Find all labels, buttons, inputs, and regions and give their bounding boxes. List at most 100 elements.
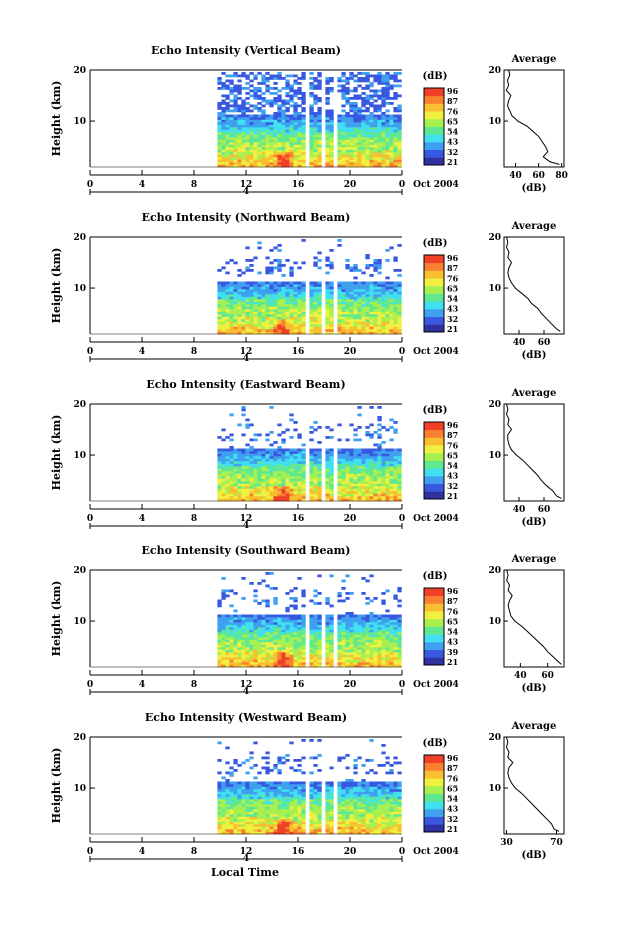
colorbar-tick-label: 76 — [447, 273, 459, 283]
colorbar-band — [424, 286, 444, 294]
panel-0: Echo Intensity (Vertical Beam)2010Height… — [50, 44, 568, 197]
x-tick-label: 8 — [191, 680, 197, 690]
colorbar-tick-label: 87 — [447, 430, 458, 440]
colorbar-band — [424, 422, 444, 430]
x-tick-label: 8 — [191, 847, 197, 857]
average-y-tick-label: 10 — [488, 284, 501, 294]
colorbar-unit: (dB) — [423, 238, 448, 249]
colorbar-tick-label: 54 — [447, 794, 459, 804]
colorbar-unit: (dB) — [423, 405, 448, 416]
colorbar-band — [424, 88, 444, 96]
average-x-tick-label: 40 — [509, 171, 522, 181]
colorbar-band — [424, 657, 444, 665]
average-xlabel: (dB) — [522, 683, 547, 694]
x-tick-label: 16 — [292, 680, 305, 690]
x-tick-label: 20 — [344, 680, 357, 690]
colorbar-band — [424, 484, 444, 492]
colorbar-band — [424, 437, 444, 445]
day-label: 4 — [243, 687, 249, 697]
colorbar-band — [424, 270, 444, 278]
colorbar-tick-label: 65 — [447, 283, 458, 293]
average-line — [507, 570, 562, 664]
colorbar-tick-label: 54 — [447, 461, 459, 471]
day-label: 4 — [243, 187, 249, 197]
average-xlabel: (dB) — [522, 517, 547, 528]
colorbar-band — [424, 301, 444, 309]
colorbar-tick-label: 65 — [447, 116, 458, 126]
average-x-tick-label: 60 — [532, 171, 545, 181]
x-tick-label: 0 — [399, 514, 405, 524]
heatmap-cells — [217, 739, 401, 834]
x-tick-label: 4 — [139, 680, 145, 690]
heatmap-cells — [217, 239, 401, 334]
colorbar-band — [424, 119, 444, 127]
colorbar-tick-label: 54 — [447, 127, 459, 137]
average-title: Average — [511, 221, 557, 232]
colorbar-band — [424, 809, 444, 817]
panel-2: Echo Intensity (Eastward Beam)2010Height… — [50, 378, 564, 531]
date-label: Oct 2004 — [413, 180, 459, 190]
average-xlabel: (dB) — [522, 850, 547, 861]
colorbar-tick-label: 21 — [447, 491, 458, 501]
average-frame — [504, 404, 564, 501]
average-y-tick-label: 10 — [488, 617, 501, 627]
colorbar-band — [424, 134, 444, 142]
colorbar-band — [424, 778, 444, 786]
average-x-tick-label: 40 — [513, 505, 526, 515]
average-x-tick-label: 80 — [555, 171, 568, 181]
x-tick-label: 20 — [344, 514, 357, 524]
panel-title: Echo Intensity (Vertical Beam) — [151, 44, 341, 57]
colorbar-band — [424, 634, 444, 642]
colorbar-band — [424, 461, 444, 469]
x-tick-label: 8 — [191, 180, 197, 190]
y-axis-label: Height (km) — [50, 248, 63, 324]
day-label: 4 — [243, 354, 249, 364]
y-tick-label: 20 — [73, 733, 86, 743]
average-x-tick-label: 60 — [541, 671, 554, 681]
x-tick-label: 0 — [399, 347, 405, 357]
x-tick-label: 0 — [399, 680, 405, 690]
colorbar-unit: (dB) — [423, 71, 448, 82]
colorbar-band — [424, 770, 444, 778]
colorbar-band — [424, 103, 444, 111]
panel-title: Echo Intensity (Southward Beam) — [142, 544, 351, 557]
colorbar-band — [424, 611, 444, 619]
y-axis-label: Height (km) — [50, 581, 63, 657]
colorbar-unit: (dB) — [423, 738, 448, 749]
average-line — [507, 237, 561, 331]
x-tick-label: 4 — [139, 180, 145, 190]
colorbar-tick-label: 43 — [447, 637, 459, 647]
average-xlabel: (dB) — [522, 350, 547, 361]
average-x-tick-label: 40 — [514, 671, 527, 681]
panel-3: Echo Intensity (Southward Beam) 20 10 Heigh… — [50, 544, 564, 697]
colorbar-tick-label: 87 — [447, 763, 458, 773]
colorbar-band — [424, 817, 444, 825]
y-axis-label: Height (km) — [50, 748, 63, 824]
x-tick-label: 20 — [344, 847, 357, 857]
average-frame — [504, 70, 564, 167]
colorbar-band — [424, 491, 444, 499]
colorbar-band — [424, 801, 444, 809]
colorbar-tick-label: 96 — [447, 753, 459, 763]
x-tick-label: 0 — [399, 180, 405, 190]
colorbar-tick-label: 96 — [447, 253, 459, 263]
x-tick-label: 16 — [292, 180, 305, 190]
average-y-tick-label: 10 — [488, 451, 501, 461]
colorbar-tick-label: 43 — [447, 304, 459, 314]
average-y-tick-label: 10 — [488, 784, 501, 794]
colorbar-tick-label: 87 — [447, 596, 458, 606]
x-tick-label: 16 — [292, 847, 305, 857]
colorbar-tick-label: 43 — [447, 137, 459, 147]
colorbar-band — [424, 650, 444, 658]
colorbar-band — [424, 755, 444, 763]
y-axis-label: Height (km) — [50, 81, 63, 157]
x-tick-label: 0 — [87, 347, 93, 357]
panel-4: Echo Intensity (Westward Beam)2010Height… — [50, 711, 564, 864]
day-label: 4 — [243, 854, 249, 864]
